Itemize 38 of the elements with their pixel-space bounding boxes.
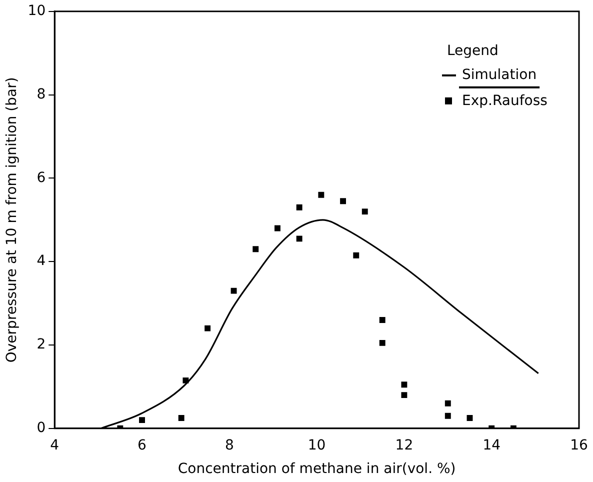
point bbox=[296, 204, 302, 210]
point bbox=[353, 252, 360, 258]
x-tick-label: 16 bbox=[570, 437, 588, 454]
point bbox=[204, 325, 211, 332]
point bbox=[182, 377, 189, 384]
y-axis-title: Overpressure at 10 m from ignition (bar) bbox=[4, 77, 20, 363]
point bbox=[401, 392, 408, 398]
y-tick-label: 2 bbox=[36, 336, 46, 353]
x-tick-label: 10 bbox=[308, 437, 326, 454]
point bbox=[401, 382, 408, 388]
y-tick-label: 0 bbox=[36, 420, 46, 436]
legend-title: Legend bbox=[447, 43, 498, 60]
point bbox=[379, 340, 386, 346]
point bbox=[444, 400, 451, 406]
legend-label: Exp.Raufoss bbox=[462, 93, 548, 110]
y-tick-label: 6 bbox=[36, 170, 46, 186]
point bbox=[296, 236, 302, 242]
point bbox=[466, 415, 473, 421]
point bbox=[274, 225, 280, 232]
point bbox=[444, 412, 451, 419]
x-tick-label: 6 bbox=[138, 437, 147, 454]
point bbox=[340, 198, 346, 204]
point bbox=[318, 192, 324, 198]
y-tick-label: 10 bbox=[28, 3, 46, 20]
x-axis-title: Concentration of methane in air(vol. %) bbox=[178, 461, 456, 478]
y-tick-label: 4 bbox=[36, 253, 46, 270]
y-tick-label: 8 bbox=[36, 86, 46, 102]
point bbox=[230, 288, 237, 294]
point bbox=[139, 417, 145, 424]
point bbox=[379, 317, 386, 323]
x-tick-label: 12 bbox=[395, 437, 414, 454]
point bbox=[362, 208, 368, 215]
legend-label: Simulation bbox=[462, 67, 537, 84]
point bbox=[252, 246, 259, 252]
x-tick-label: 4 bbox=[50, 437, 60, 454]
x-tick-label: 8 bbox=[224, 437, 234, 454]
x-tick-label: 14 bbox=[482, 437, 501, 454]
point bbox=[178, 415, 184, 421]
